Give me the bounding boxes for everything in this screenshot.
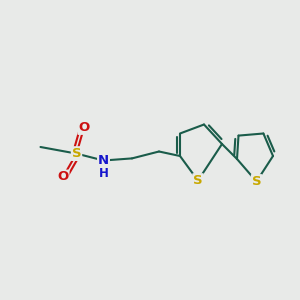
Text: S: S [72, 147, 81, 160]
Text: H: H [99, 167, 108, 180]
Text: O: O [57, 170, 69, 184]
Text: N: N [98, 154, 109, 167]
Text: S: S [193, 174, 203, 187]
Text: O: O [78, 121, 90, 134]
Text: S: S [252, 175, 261, 188]
